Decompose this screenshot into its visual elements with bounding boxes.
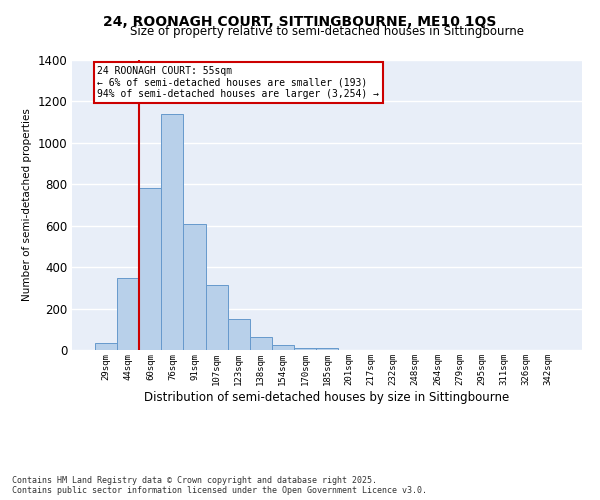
Bar [316, 348, 338, 350]
Text: Contains HM Land Registry data © Crown copyright and database right 2025.
Contai: Contains HM Land Registry data © Crown c… [12, 476, 427, 495]
Bar [272, 345, 294, 350]
Text: 24, ROONAGH COURT, SITTINGBOURNE, ME10 1QS: 24, ROONAGH COURT, SITTINGBOURNE, ME10 1… [103, 15, 497, 29]
Bar [250, 336, 272, 350]
Bar [227, 319, 250, 350]
Text: 24 ROONAGH COURT: 55sqm
← 6% of semi-detached houses are smaller (193)
94% of se: 24 ROONAGH COURT: 55sqm ← 6% of semi-det… [97, 66, 379, 100]
Bar [95, 343, 117, 350]
Bar [294, 348, 316, 350]
Bar [139, 188, 161, 350]
Title: Size of property relative to semi-detached houses in Sittingbourne: Size of property relative to semi-detach… [130, 25, 524, 38]
X-axis label: Distribution of semi-detached houses by size in Sittingbourne: Distribution of semi-detached houses by … [145, 390, 509, 404]
Bar [184, 224, 206, 350]
Bar [117, 278, 139, 350]
Bar [206, 285, 227, 350]
Bar [161, 114, 184, 350]
Y-axis label: Number of semi-detached properties: Number of semi-detached properties [22, 108, 32, 302]
